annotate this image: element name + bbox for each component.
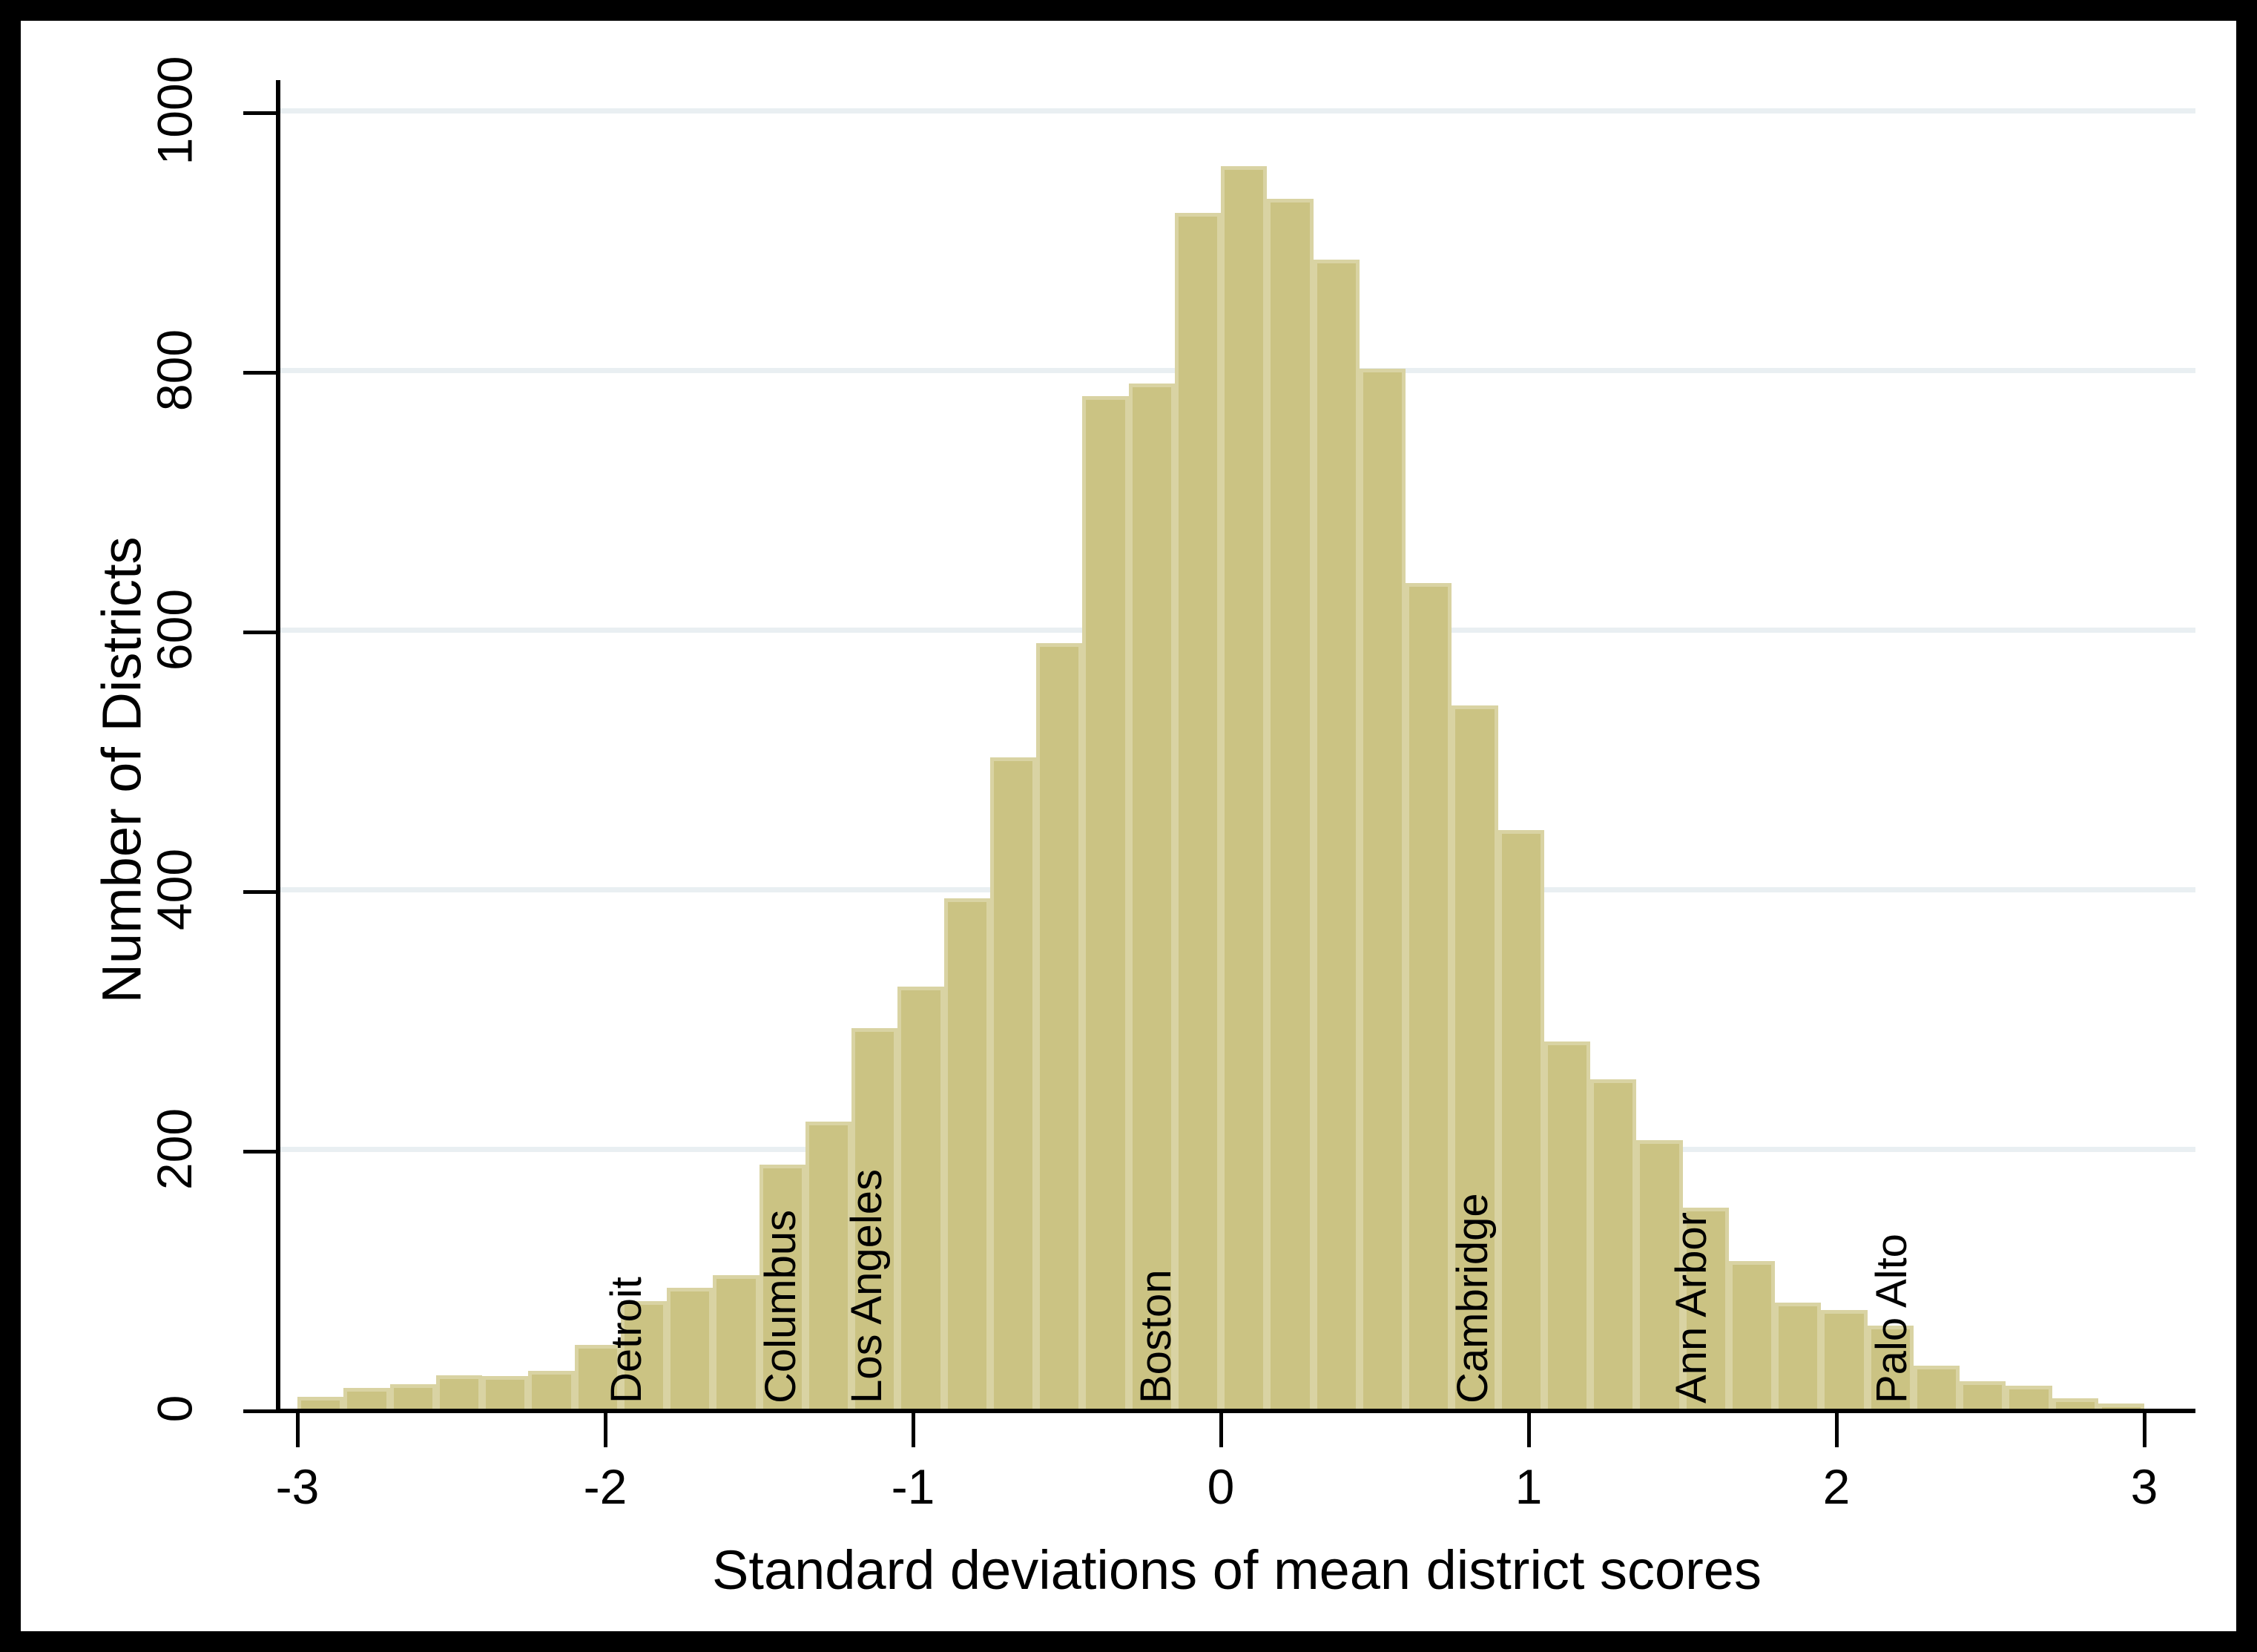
y-tick-400 <box>243 890 276 894</box>
gridline-y-1000 <box>278 108 2195 113</box>
histogram-bar <box>989 757 1036 1409</box>
x-tick-3 <box>2143 1413 2146 1447</box>
histogram-bar <box>2052 1398 2098 1409</box>
x-tick-label-2: 2 <box>1822 1459 1851 1514</box>
histogram-bar <box>1313 260 1360 1409</box>
annotation-ann-arbor: Ann Arbor <box>1667 1212 1716 1403</box>
histogram-bar <box>943 898 990 1409</box>
annotation-cambridge: Cambridge <box>1449 1193 1497 1403</box>
histogram-bar <box>1821 1310 1868 1409</box>
histogram-bar <box>1128 383 1175 1409</box>
histogram-bar <box>1452 705 1498 1409</box>
x-tick--3 <box>296 1413 300 1447</box>
x-tick-label-3: 3 <box>2130 1459 2158 1514</box>
x-axis-title: Standard deviations of mean district sco… <box>712 1539 1762 1601</box>
annotation-columbus: Columbus <box>756 1209 805 1403</box>
histogram-bar <box>2006 1385 2052 1409</box>
histogram-bar <box>1913 1366 1960 1409</box>
y-axis-title: Number of Districts <box>91 536 154 1004</box>
histogram-bar <box>297 1397 344 1409</box>
x-tick-label-1: 1 <box>1515 1459 1543 1514</box>
histogram-bar <box>805 1122 851 1409</box>
x-tick-label--3: -3 <box>275 1459 320 1514</box>
histogram-bar <box>1960 1381 2006 1409</box>
histogram-bar <box>1775 1302 1822 1409</box>
histogram-bar <box>1682 1207 1729 1409</box>
x-tick-2 <box>1835 1413 1839 1447</box>
histogram-bar <box>713 1274 760 1409</box>
y-tick-1000 <box>243 111 276 115</box>
histogram-bar <box>1082 396 1129 1409</box>
histogram-bar <box>1036 642 1083 1409</box>
x-tick--2 <box>604 1413 607 1447</box>
histogram-bar <box>1728 1260 1775 1409</box>
y-tick-0 <box>243 1409 276 1413</box>
histogram-bar <box>1636 1139 1683 1409</box>
histogram-bar <box>435 1375 482 1409</box>
histogram-bar <box>897 987 944 1409</box>
histogram-bar <box>528 1371 575 1409</box>
annotation-los-angeles: Los Angeles <box>842 1168 891 1403</box>
histogram-bar <box>2098 1403 2144 1409</box>
annotation-palo-alto: Palo Alto <box>1867 1234 1916 1403</box>
histogram-bar <box>1406 583 1452 1409</box>
histogram-bar <box>343 1388 390 1409</box>
histogram-bar <box>1543 1041 1590 1409</box>
histogram-bar <box>1221 166 1268 1409</box>
y-tick-800 <box>243 371 276 375</box>
histogram-bar <box>667 1288 714 1409</box>
histogram-bar <box>482 1376 529 1409</box>
histogram-bar <box>1174 213 1221 1409</box>
x-tick--1 <box>912 1413 915 1447</box>
histogram-bar <box>1867 1326 1914 1409</box>
histogram-bar <box>620 1300 667 1409</box>
y-axis-line <box>276 80 280 1413</box>
histogram-bar <box>1590 1079 1637 1409</box>
y-tick-600 <box>243 631 276 634</box>
annotation-boston: Boston <box>1131 1269 1180 1403</box>
histogram-bar <box>851 1028 898 1409</box>
x-tick-0 <box>1219 1413 1223 1447</box>
x-tick-1 <box>1527 1413 1531 1447</box>
histogram-bar <box>574 1345 621 1409</box>
histogram-bar <box>389 1383 436 1409</box>
x-axis-line <box>276 1409 2195 1413</box>
histogram-bar <box>1359 369 1406 1409</box>
x-tick-label--1: -1 <box>891 1459 935 1514</box>
histogram-bar <box>759 1165 805 1409</box>
x-tick-label-0: 0 <box>1207 1459 1235 1514</box>
figure-background: Detroit Columbus Los Angeles Boston Cambridg… <box>21 21 2236 1631</box>
histogram-bar <box>1267 199 1314 1409</box>
annotation-detroit: Detroit <box>602 1277 651 1403</box>
y-tick-200 <box>243 1150 276 1154</box>
x-tick-label--2: -2 <box>583 1459 627 1514</box>
histogram-bar <box>1497 829 1544 1409</box>
